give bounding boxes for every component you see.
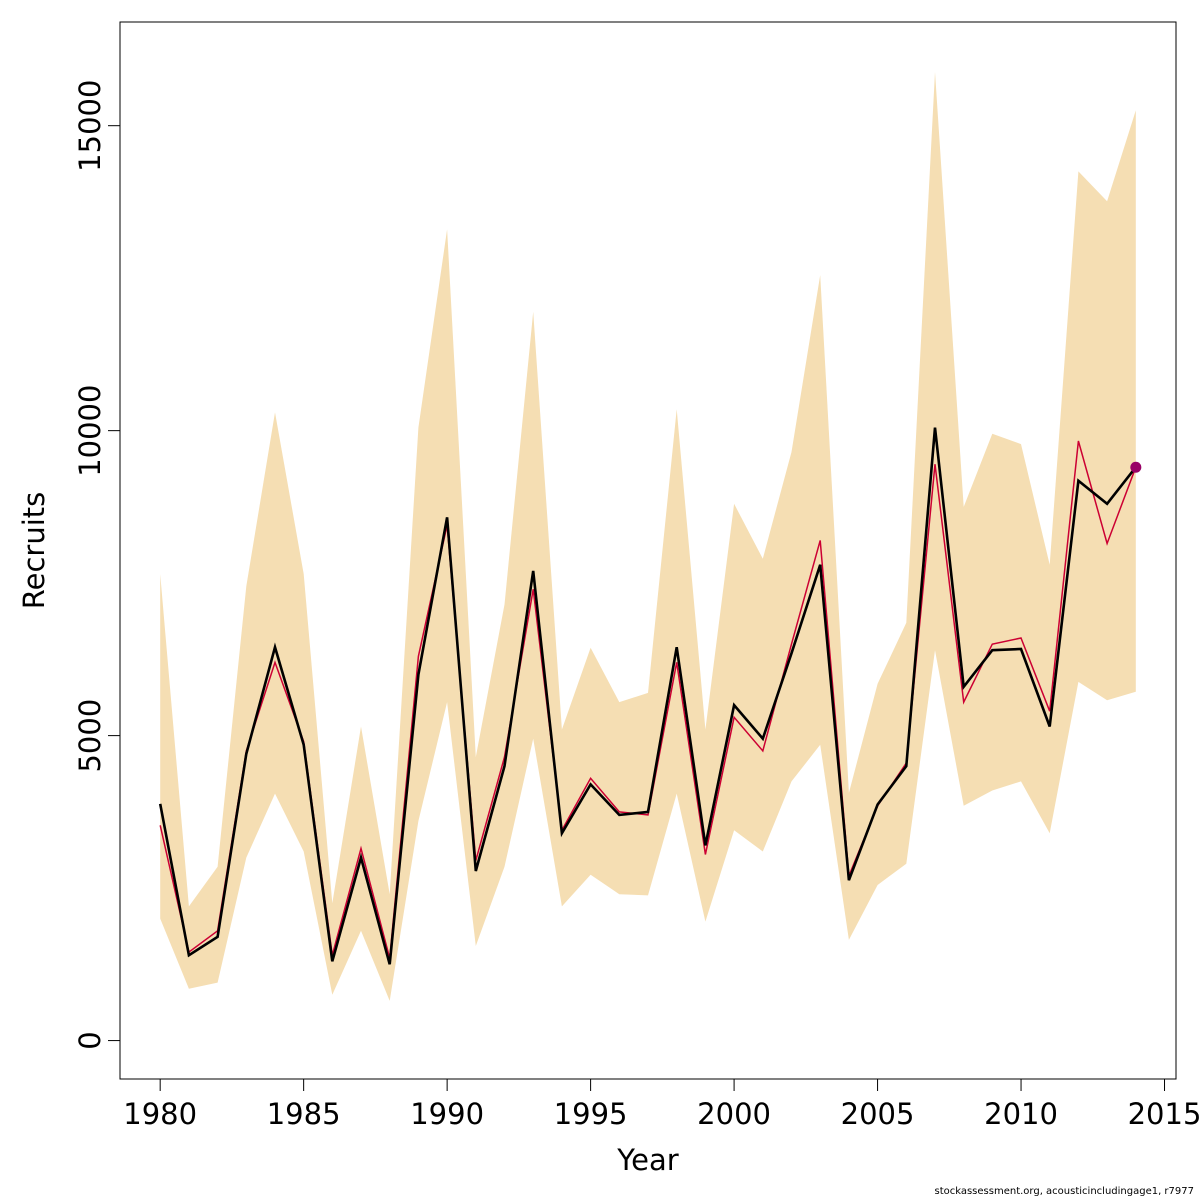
footer-caption: stockassessment.org, acousticincludingag…: [934, 1186, 1194, 1197]
series-lines: [158, 427, 1137, 965]
x-axis: 1980 1985 1990 1995 2000 2005 2010 2015: [123, 1078, 1200, 1131]
x-tick-label: 2005: [841, 1097, 915, 1131]
highlight-points: [1130, 461, 1142, 473]
y-tick-label: 10000: [73, 385, 107, 477]
y-axis-title: Recruits: [17, 492, 51, 609]
y-tick-label: 0: [73, 1031, 107, 1049]
x-tick-label: 1990: [410, 1097, 484, 1131]
x-tick-label: 1985: [267, 1097, 341, 1131]
series-line-estimate: [158, 427, 1137, 965]
x-axis-title: Year: [616, 1143, 678, 1177]
y-tick-label: 5000: [73, 699, 107, 773]
x-tick-label: 2000: [697, 1097, 771, 1131]
x-tick-label: 1980: [123, 1097, 197, 1131]
x-tick-label: 1995: [554, 1097, 628, 1131]
highlight-point: [1130, 461, 1142, 473]
confidence-band-area: [160, 72, 1136, 1001]
x-tick-label: 2010: [984, 1097, 1058, 1131]
confidence-band: [160, 72, 1136, 1001]
x-tick-label: 2015: [1128, 1097, 1200, 1131]
y-tick-label: 15000: [73, 80, 107, 172]
y-axis: 0 5000 10000 15000: [73, 80, 121, 1050]
